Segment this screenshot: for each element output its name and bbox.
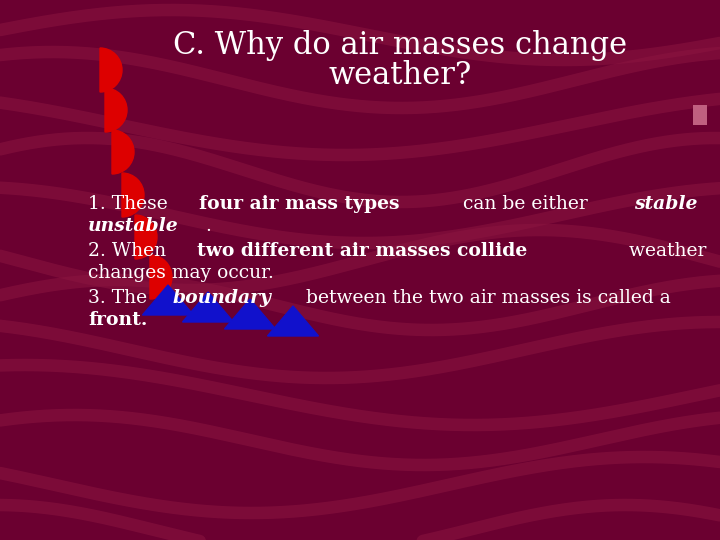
Text: front.: front. xyxy=(88,311,148,329)
Wedge shape xyxy=(100,48,122,92)
Text: unstable: unstable xyxy=(88,217,179,235)
Text: .: . xyxy=(205,217,211,235)
Polygon shape xyxy=(225,299,276,329)
Wedge shape xyxy=(122,173,144,217)
Text: or: or xyxy=(716,195,720,213)
Text: stable: stable xyxy=(634,195,697,213)
Polygon shape xyxy=(268,306,318,336)
Text: 3. The: 3. The xyxy=(88,289,153,307)
Wedge shape xyxy=(105,88,127,132)
Wedge shape xyxy=(112,130,134,174)
Text: weather: weather xyxy=(623,242,706,260)
Text: four air mass types: four air mass types xyxy=(199,195,399,213)
Bar xyxy=(693,105,707,125)
Text: between the two air masses is called a: between the two air masses is called a xyxy=(300,289,670,307)
Wedge shape xyxy=(150,255,172,299)
Text: C. Why do air masses change: C. Why do air masses change xyxy=(173,30,627,61)
Text: changes may occur.: changes may occur. xyxy=(88,264,274,282)
Wedge shape xyxy=(135,215,157,259)
Text: 2. When: 2. When xyxy=(88,242,172,260)
Text: 1. These: 1. These xyxy=(88,195,174,213)
Text: boundary: boundary xyxy=(172,289,271,307)
Text: weather?: weather? xyxy=(328,60,472,91)
Text: can be either: can be either xyxy=(457,195,594,213)
Polygon shape xyxy=(143,285,194,315)
Polygon shape xyxy=(182,292,233,322)
Text: two different air masses collide: two different air masses collide xyxy=(197,242,527,260)
